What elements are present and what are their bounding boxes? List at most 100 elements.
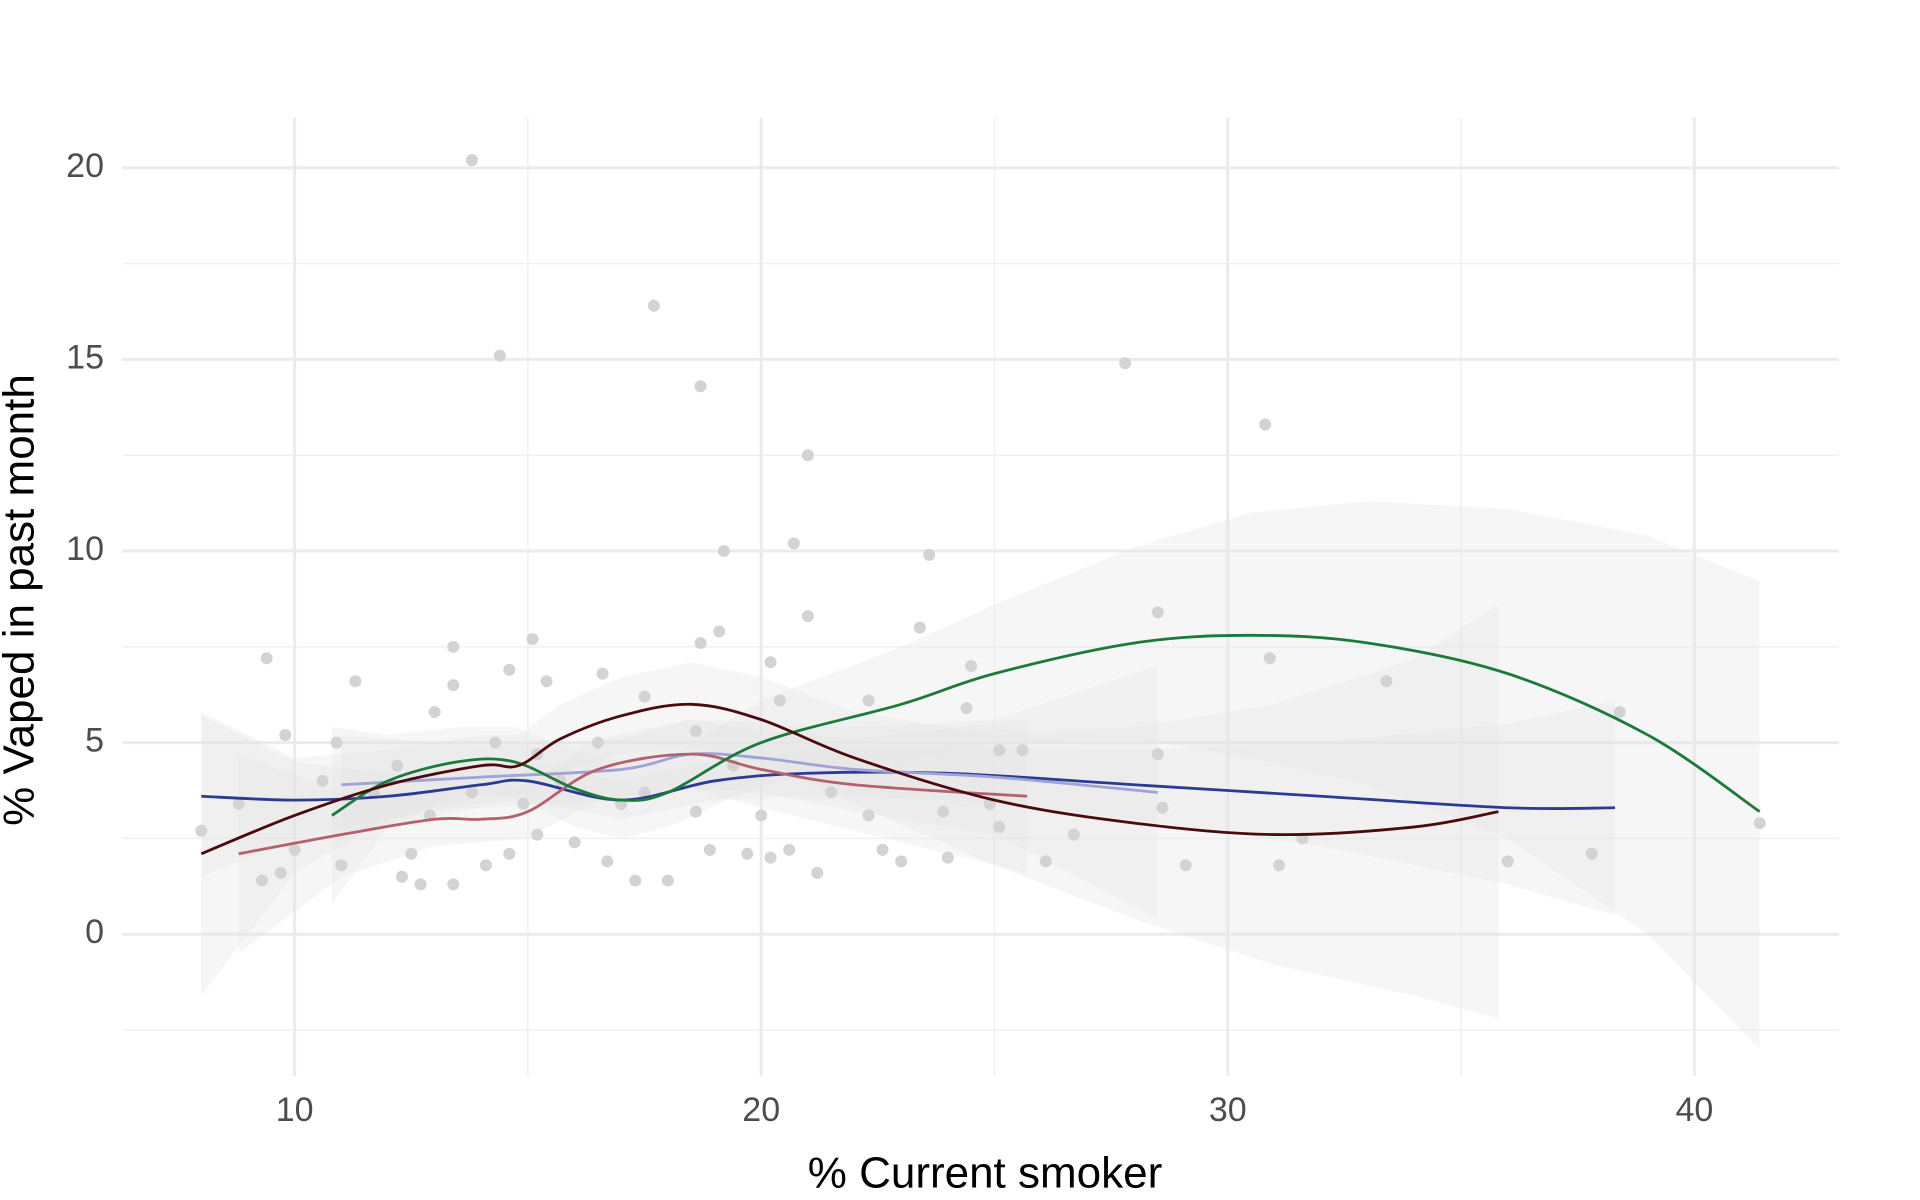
point	[395, 870, 408, 883]
point	[274, 866, 287, 879]
point	[255, 874, 268, 887]
point	[993, 820, 1006, 833]
point	[862, 694, 875, 707]
point	[447, 679, 460, 692]
point	[349, 675, 362, 688]
point	[465, 786, 478, 799]
point	[1016, 744, 1029, 757]
y-tick-label: 15	[66, 338, 104, 376]
point	[1039, 855, 1052, 868]
bands	[201, 501, 1760, 1050]
lines	[200, 633, 1761, 856]
point	[447, 878, 460, 891]
point	[540, 675, 553, 688]
point	[1613, 705, 1626, 718]
y-tick-label: 10	[66, 530, 104, 568]
point	[517, 797, 530, 810]
point	[428, 705, 441, 718]
smooth-line	[200, 702, 1499, 856]
point	[755, 809, 768, 822]
point	[787, 537, 800, 550]
points	[195, 154, 1766, 891]
point	[764, 851, 777, 864]
confidence-band	[238, 719, 1028, 954]
point	[638, 690, 651, 703]
y-tick-label: 20	[66, 147, 104, 185]
point	[694, 636, 707, 649]
point	[195, 824, 208, 837]
point	[717, 545, 730, 558]
x-tick-label: 10	[276, 1091, 314, 1129]
point	[596, 667, 609, 680]
point	[783, 843, 796, 856]
point	[923, 548, 936, 561]
point	[1067, 828, 1080, 841]
point	[1259, 418, 1272, 431]
point	[405, 847, 418, 860]
point	[773, 694, 786, 707]
point	[825, 786, 838, 799]
point	[895, 855, 908, 868]
point	[703, 843, 716, 856]
confidence-band	[331, 501, 1760, 1050]
point	[1753, 817, 1766, 830]
x-tick-label: 40	[1675, 1091, 1713, 1129]
point	[1119, 357, 1132, 370]
point	[689, 725, 702, 738]
point	[913, 621, 926, 634]
point	[447, 640, 460, 653]
point	[862, 809, 875, 822]
point	[288, 843, 301, 856]
y-tick-label: 0	[85, 913, 104, 951]
point	[689, 805, 702, 818]
point	[568, 836, 581, 849]
point	[316, 774, 329, 787]
point	[335, 859, 348, 872]
point	[965, 659, 978, 672]
point	[601, 855, 614, 868]
point	[941, 851, 954, 864]
point	[279, 728, 292, 741]
confidence-band	[201, 700, 1616, 916]
point	[801, 449, 814, 462]
point	[876, 843, 889, 856]
point	[260, 652, 273, 665]
point	[741, 847, 754, 860]
point	[591, 736, 604, 749]
point	[330, 736, 343, 749]
point	[1263, 652, 1276, 665]
point	[531, 828, 544, 841]
point	[937, 805, 950, 818]
point	[647, 299, 660, 312]
point	[493, 349, 506, 362]
confidence-band	[341, 665, 1158, 919]
point	[629, 874, 642, 887]
point	[764, 656, 777, 669]
smooth-line	[238, 752, 1028, 856]
point	[960, 702, 973, 715]
confidence-band	[201, 604, 1499, 1019]
point	[638, 786, 651, 799]
point	[1501, 855, 1514, 868]
x-tick-label: 20	[742, 1091, 780, 1129]
point	[713, 625, 726, 638]
point	[1585, 847, 1598, 860]
x-tick-label: 30	[1209, 1091, 1247, 1129]
point	[1151, 606, 1164, 619]
point	[661, 874, 674, 887]
point	[232, 797, 245, 810]
point	[1179, 859, 1192, 872]
labels: 10 20 30 40 0 5 10 15 20	[66, 147, 1713, 1129]
point	[503, 847, 516, 860]
point	[1151, 748, 1164, 761]
point	[503, 663, 516, 676]
point	[1156, 801, 1169, 814]
smooth-line	[331, 633, 1761, 817]
point	[1380, 675, 1393, 688]
point	[465, 154, 478, 167]
point	[801, 610, 814, 623]
x-axis-title: % Current smoker	[808, 1149, 1163, 1198]
point	[526, 633, 539, 646]
point	[694, 380, 707, 393]
